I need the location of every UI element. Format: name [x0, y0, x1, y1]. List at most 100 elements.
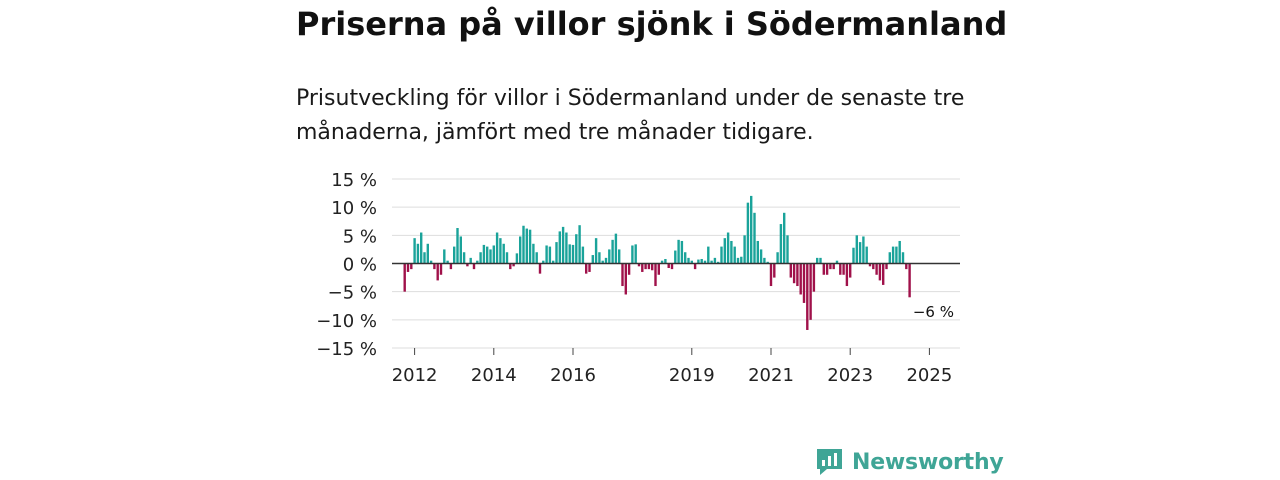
bar — [565, 232, 568, 264]
bar — [693, 263, 697, 270]
bar — [588, 263, 591, 272]
y-tick-label: 15 % — [331, 170, 377, 191]
bar — [492, 245, 495, 264]
bar — [426, 243, 429, 264]
bar — [825, 263, 829, 275]
bar — [822, 263, 825, 275]
bar — [456, 228, 459, 264]
bar — [538, 263, 542, 274]
bar — [802, 263, 806, 303]
bar — [812, 263, 816, 292]
chart-subtitle: Prisutveckling för villor i Södermanland… — [296, 86, 965, 145]
x-tick-label: 2025 — [906, 365, 952, 386]
bar — [439, 263, 443, 275]
bar — [535, 252, 538, 264]
bar — [773, 263, 776, 278]
bar — [750, 195, 753, 264]
bar — [806, 263, 809, 330]
bar — [809, 263, 812, 320]
bar — [453, 246, 456, 264]
bar — [776, 252, 779, 264]
bar — [502, 243, 505, 264]
bar — [789, 263, 792, 278]
bar — [875, 263, 878, 275]
bar — [895, 246, 898, 264]
bar — [449, 263, 453, 270]
y-tick-label: 5 % — [343, 226, 377, 247]
chart-title: Priserna på villor sjönk i Södermanland — [296, 5, 1008, 43]
bar — [901, 252, 905, 264]
bar — [631, 245, 634, 264]
bar — [542, 260, 545, 264]
bar — [845, 263, 849, 287]
bar — [667, 263, 670, 269]
bar — [528, 229, 532, 264]
bar — [505, 252, 509, 264]
bar — [862, 236, 865, 264]
bar — [832, 263, 835, 270]
bar — [868, 263, 872, 267]
bar — [710, 260, 713, 264]
bar — [769, 263, 773, 287]
bar — [733, 246, 736, 264]
bar — [852, 247, 855, 264]
bar — [756, 240, 759, 264]
bar — [799, 263, 802, 295]
bar — [525, 228, 528, 264]
bar — [611, 239, 614, 264]
bar — [495, 232, 499, 264]
bar — [604, 257, 608, 264]
bar — [462, 252, 466, 264]
bar — [835, 260, 839, 264]
bar — [759, 249, 763, 264]
bar — [571, 244, 575, 264]
bar — [855, 235, 858, 264]
bar — [403, 263, 406, 292]
bar — [872, 263, 875, 270]
y-tick-label: −5 % — [328, 283, 377, 304]
y-tick-label: −15 % — [316, 339, 377, 360]
bar — [594, 238, 598, 264]
bar — [888, 252, 891, 264]
bar — [763, 257, 766, 264]
bar — [532, 243, 535, 264]
bar — [664, 258, 667, 264]
bar — [700, 258, 703, 264]
bar — [545, 245, 548, 264]
bar — [651, 263, 654, 271]
bar — [406, 263, 410, 272]
bar — [726, 232, 730, 264]
bar — [515, 253, 519, 264]
brand-name: Newsworthy — [852, 449, 1004, 475]
bar — [905, 263, 908, 270]
bar — [783, 212, 786, 264]
bar — [509, 263, 512, 270]
bar — [647, 263, 651, 270]
bar — [618, 249, 621, 264]
bar — [581, 246, 585, 264]
bar — [637, 263, 641, 267]
bar — [657, 263, 660, 275]
bar — [598, 252, 601, 264]
bar — [697, 259, 700, 264]
bar — [766, 261, 769, 264]
bar — [552, 260, 555, 264]
bar — [469, 257, 472, 264]
bar — [736, 257, 740, 264]
bar — [522, 225, 525, 264]
bar — [436, 263, 439, 281]
bar — [608, 249, 611, 264]
bar — [796, 263, 799, 287]
bar — [670, 263, 674, 270]
bar — [816, 257, 819, 264]
bar — [476, 260, 479, 264]
x-tick-label: 2016 — [550, 365, 596, 386]
bar — [624, 263, 627, 295]
bar — [730, 240, 733, 264]
bar — [723, 238, 726, 264]
bar — [446, 260, 449, 264]
bar — [479, 252, 482, 264]
bar — [466, 263, 469, 267]
y-tick-label: 0 % — [343, 255, 377, 276]
